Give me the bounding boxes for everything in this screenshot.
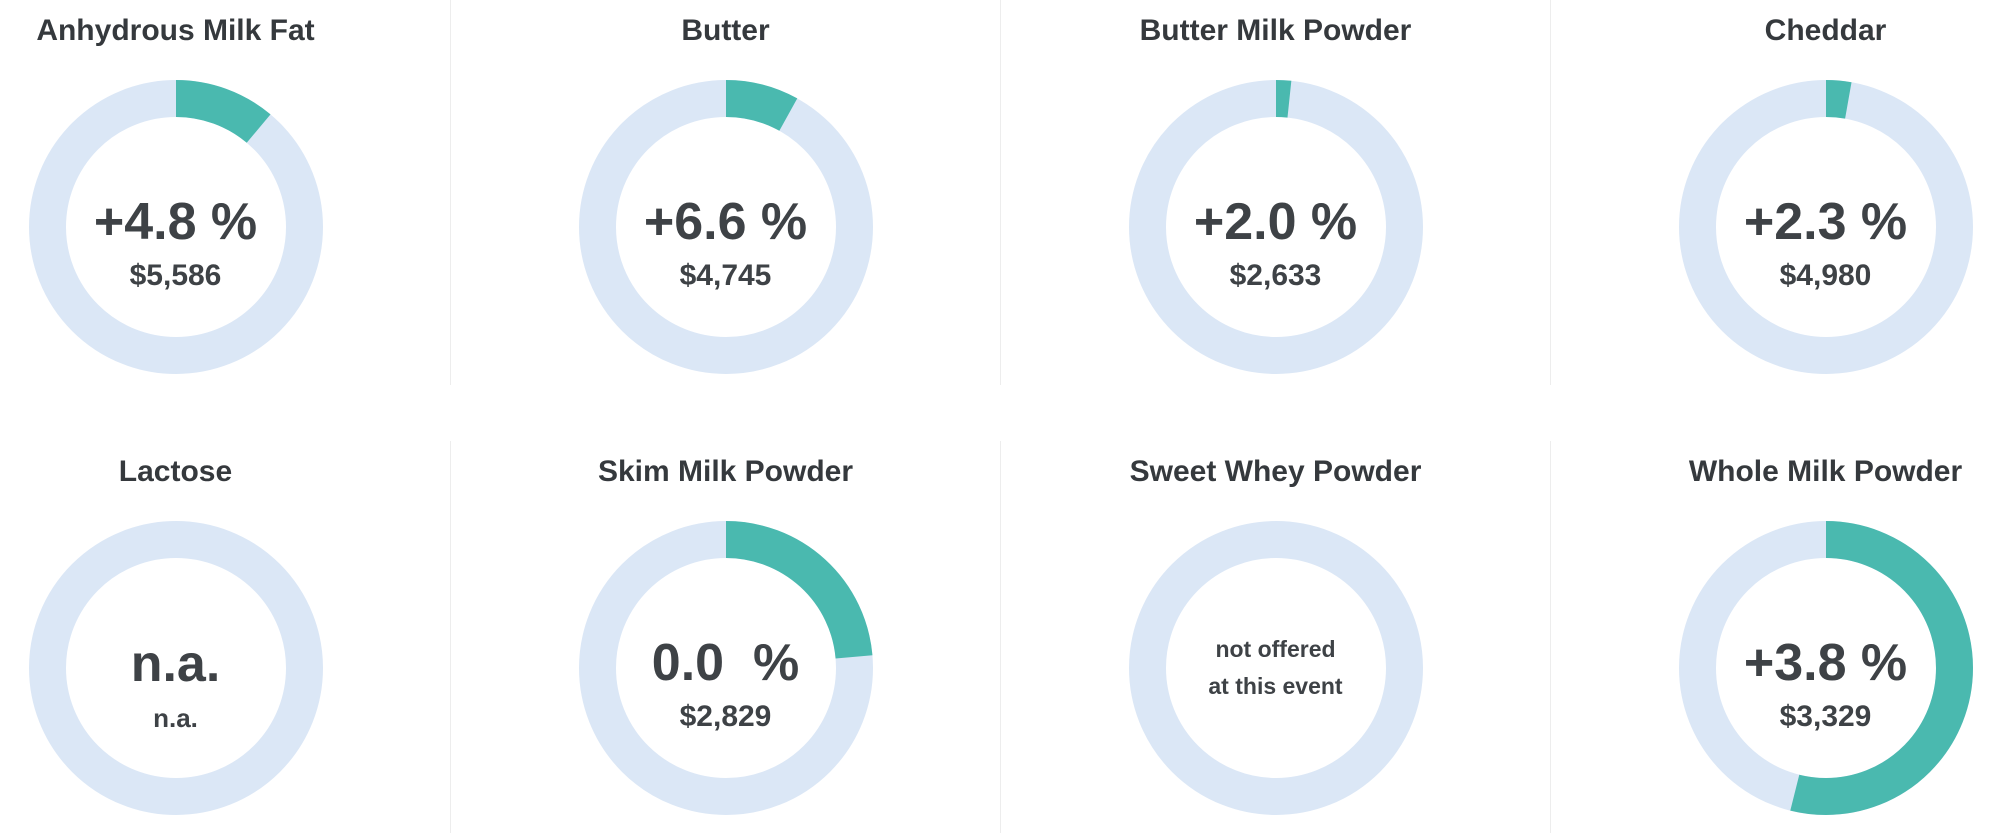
donut-arc — [28, 80, 323, 374]
donut-chart: +3.8 % $3,329 — [1678, 521, 1973, 815]
donut-chart: +2.0 % $2,633 — [1128, 80, 1423, 374]
donut-track — [1128, 521, 1423, 815]
donut-chart: +2.3 % $4,980 — [1678, 80, 1973, 374]
grid-row-2: Lactose n.a. n.a. Skim Milk Powder — [0, 441, 1998, 833]
donut-chart: +4.8 % $5,586 — [28, 80, 323, 374]
donut-arc — [578, 80, 873, 374]
donut-arc — [578, 521, 873, 815]
product-title: Butter — [681, 14, 770, 47]
product-title: Anhydrous Milk Fat — [36, 14, 315, 47]
card-lactose: Lactose n.a. n.a. — [0, 441, 451, 833]
donut-chart: not offered at this event — [1128, 521, 1423, 815]
change-percent: +6.6 % — [643, 192, 808, 251]
donut-label: 0.0 % $2,829 — [579, 521, 873, 815]
card-butter: Butter +6.6 % $4,745 — [451, 0, 1001, 385]
card-butter-milk-powder: Butter Milk Powder +2.0 % $2,633 — [1001, 0, 1551, 385]
donut-ring — [28, 521, 323, 815]
donut-chart: 0.0 % $2,829 — [578, 521, 873, 815]
card-cheddar: Cheddar +2.3 % $4,980 — [1551, 0, 1998, 385]
donut-ring — [28, 80, 323, 374]
change-percent: +2.0 % — [1193, 192, 1358, 251]
change-percent: n.a. — [130, 634, 221, 693]
not-offered-note-line1: not offered — [1215, 636, 1336, 662]
card-skim-milk-powder: Skim Milk Powder 0.0 % $2,829 — [451, 441, 1001, 833]
donut-chart: n.a. n.a. — [28, 521, 323, 815]
price-usd: $2,633 — [1229, 258, 1322, 292]
price-usd: $3,329 — [1779, 699, 1872, 733]
price-usd: $5,586 — [129, 258, 222, 292]
product-title: Sweet Whey Powder — [1129, 455, 1422, 488]
change-percent: +4.8 % — [93, 192, 258, 251]
not-offered-note-line2: at this event — [1208, 673, 1343, 699]
product-title: Butter Milk Powder — [1139, 14, 1412, 47]
price-usd: n.a. — [153, 702, 198, 733]
card-sweet-whey-powder: Sweet Whey Powder not offered at this ev… — [1001, 441, 1551, 833]
donut-label: +2.3 % $4,980 — [1679, 80, 1973, 374]
donut-ring — [1678, 521, 1973, 815]
product-title: Cheddar — [1764, 14, 1887, 47]
donut-chart: +6.6 % $4,745 — [578, 80, 873, 374]
donut-label: +6.6 % $4,745 — [579, 80, 873, 374]
price-usd: $4,745 — [679, 258, 772, 292]
donut-ring — [1678, 80, 1973, 374]
donut-arc — [1678, 80, 1973, 374]
grid-row-1: Anhydrous Milk Fat +4.8 % $5,586 Butter — [0, 0, 1998, 385]
change-percent: +2.3 % — [1743, 192, 1908, 251]
change-percent: +3.8 % — [1743, 633, 1908, 692]
donut-ring — [578, 521, 873, 815]
donut-track — [28, 521, 323, 815]
product-title: Lactose — [118, 455, 233, 488]
card-whole-milk-powder: Whole Milk Powder +3.8 % $3,329 — [1551, 441, 1998, 833]
donut-ring — [1128, 80, 1423, 374]
donut-arc — [1678, 521, 1973, 815]
donut-label: +2.0 % $2,633 — [1129, 80, 1423, 374]
donut-ring — [1128, 521, 1423, 815]
donut-label: n.a. n.a. — [29, 521, 323, 815]
donut-label: +4.8 % $5,586 — [29, 80, 323, 374]
product-title: Whole Milk Powder — [1688, 455, 1963, 488]
price-usd: $2,829 — [679, 699, 772, 733]
product-title: Skim Milk Powder — [597, 455, 854, 488]
card-anhydrous-milk-fat: Anhydrous Milk Fat +4.8 % $5,586 — [0, 0, 451, 385]
change-percent: 0.0 % — [651, 633, 800, 692]
donut-arc — [1128, 80, 1423, 374]
donut-ring — [578, 80, 873, 374]
donut-label: not offered at this event — [1129, 521, 1423, 815]
price-usd: $4,980 — [1779, 258, 1872, 292]
donut-label: +3.8 % $3,329 — [1679, 521, 1973, 815]
